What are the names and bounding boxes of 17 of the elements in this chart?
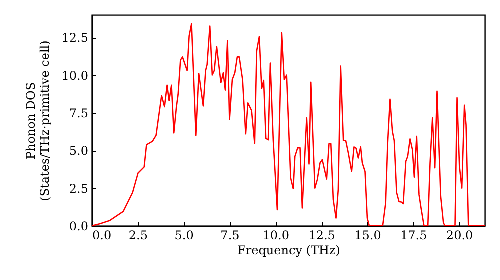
y-tick-label: 10.0 <box>62 68 88 83</box>
y-tick-label: 7.5 <box>69 106 88 120</box>
x-tick-label: 0.0 <box>92 228 112 242</box>
x-tick-label: 5.0 <box>174 228 194 242</box>
y-tick-label: 2.5 <box>69 182 88 196</box>
x-tick-label: 2.5 <box>128 228 148 242</box>
y-tick-label: 0.0 <box>69 220 88 234</box>
y-tick-label: 12.5 <box>62 31 88 46</box>
y-axis-title: Phonon DOS (States/THz·primitive cell) <box>24 40 52 202</box>
x-axis-title: Frequency (THz) <box>238 244 340 258</box>
x-tick-label: 20.0 <box>446 228 474 242</box>
x-tick-label: 15.0 <box>354 228 382 242</box>
y-tick-label: 5.0 <box>69 144 88 158</box>
x-tick-label: 7.5 <box>220 228 240 242</box>
x-tick-label: 10.0 <box>262 228 290 242</box>
x-tick-label: 17.5 <box>400 228 428 242</box>
x-tick-label: 12.5 <box>308 228 336 242</box>
